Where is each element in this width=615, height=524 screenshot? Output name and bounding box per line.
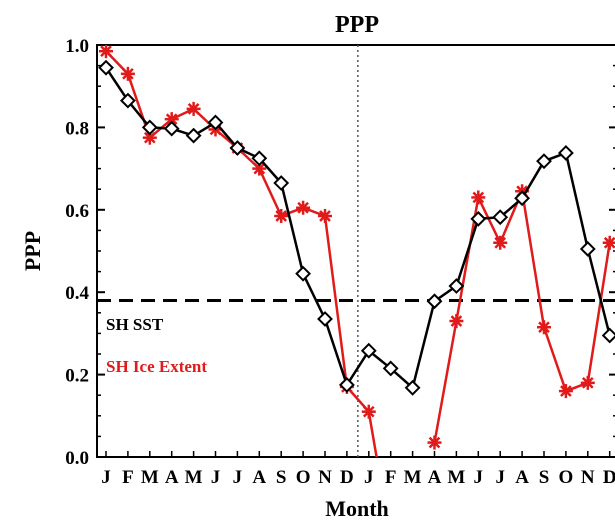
x-tick-label: M [447,467,465,488]
data-point-diamond [251,150,268,167]
y-tick-label: 1.0 [65,36,89,57]
data-point-diamond [360,342,377,359]
data-point-diamond [514,190,531,207]
x-tick-label: J [364,467,374,488]
y-tick-label: 0.8 [65,118,89,139]
data-point-asterisk [580,375,595,390]
x-tick-label: N [318,467,332,488]
data-point-diamond [163,120,180,137]
series-sh-sst [98,59,615,396]
legend-sh-sst: SH SST [106,315,164,334]
data-point-diamond [536,153,552,170]
y-axis-label: PPP [20,231,45,271]
y-tick-label: 0.2 [65,366,89,387]
x-tick-label: A [428,467,442,488]
data-point-asterisk [449,314,464,329]
data-point-diamond [317,311,333,327]
x-tick-label: O [559,467,574,488]
legend-sh-ice-extent: SH Ice Extent [106,357,207,376]
x-tick-label: A [515,467,529,488]
x-tick-label: A [165,467,179,488]
y-tick-label: 0.0 [65,448,89,469]
x-tick-label: D [603,467,615,488]
x-tick-label: F [122,467,134,488]
data-point-asterisk [537,320,551,335]
x-tick-label: J [101,467,111,488]
data-point-asterisk [296,200,311,215]
data-point-diamond [404,379,421,396]
data-point-asterisk [318,208,332,223]
x-tick-label: S [539,467,550,488]
series-sh-ice-extent [99,45,615,457]
x-tick-label: M [404,467,422,488]
y-tick-label: 0.4 [65,283,89,304]
data-point-asterisk [361,404,376,419]
x-tick-label: D [340,467,354,488]
data-point-diamond [338,376,355,393]
data-point-diamond [470,210,487,227]
x-tick-label: M [185,467,203,488]
data-point-diamond [185,127,202,144]
x-tick-label: F [385,467,397,488]
data-point-diamond [448,278,465,294]
x-tick-label: S [276,467,287,488]
x-tick-label: J [211,467,221,488]
x-tick-label: J [474,467,484,488]
data-point-diamond [426,293,443,310]
data-point-asterisk [558,384,573,399]
x-tick-label: J [233,467,243,488]
data-point-asterisk [99,45,113,59]
plot-frame [96,44,615,458]
x-tick-label: J [495,467,505,488]
data-point-diamond [557,145,574,161]
data-point-diamond [492,209,509,226]
data-point-asterisk [186,101,201,116]
data-point-diamond [382,360,399,377]
data-point-diamond [207,114,224,131]
data-point-asterisk [427,435,442,450]
data-point-diamond [601,327,615,344]
x-tick-label: O [296,467,311,488]
series-layer [98,45,615,457]
series-line [105,50,611,457]
data-point-diamond [119,92,136,109]
x-tick-label: N [581,467,595,488]
chart-title: PPP [335,12,379,38]
x-tick-label: A [252,467,266,488]
data-point-diamond [98,59,114,76]
data-point-diamond [229,140,246,156]
x-tick-label: M [141,467,159,488]
x-axis-label: Month [325,496,389,521]
y-tick-label: 0.6 [65,201,89,222]
data-point-diamond [295,265,312,282]
data-point-asterisk [274,208,289,223]
data-point-asterisk [120,66,135,81]
data-point-diamond [579,241,596,257]
data-point-asterisk [602,235,615,250]
data-point-diamond [273,175,290,191]
data-point-diamond [141,119,158,136]
data-point-asterisk [493,235,508,250]
data-point-asterisk [471,190,486,205]
